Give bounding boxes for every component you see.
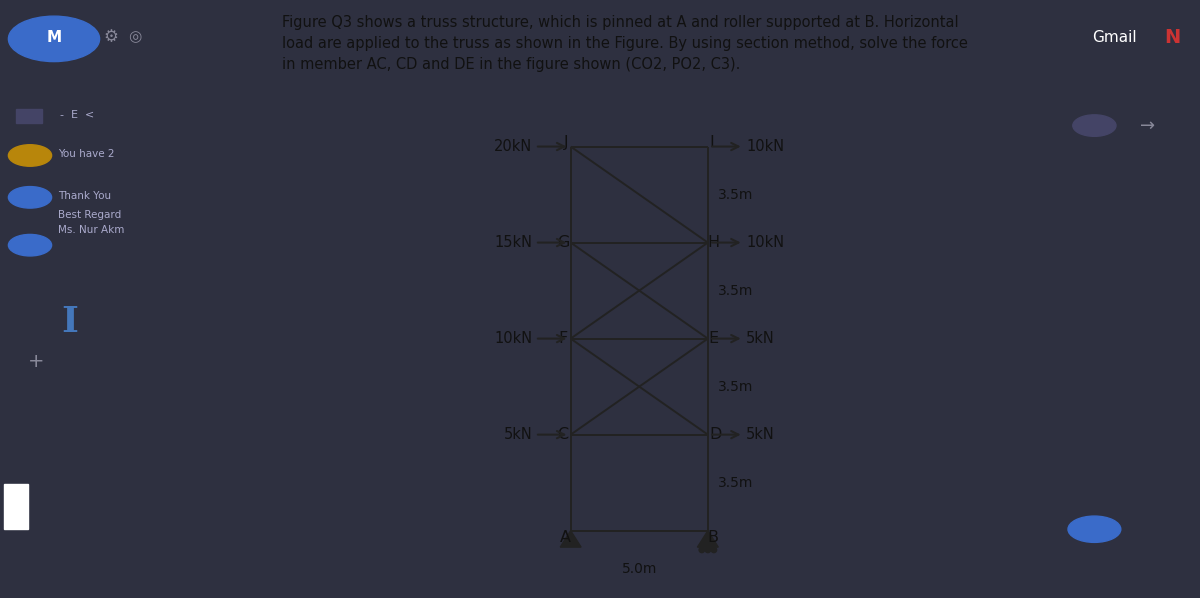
Text: 10kN: 10kN (494, 331, 533, 346)
Text: 3.5m: 3.5m (718, 380, 752, 393)
Text: E: E (709, 331, 719, 346)
Text: Ms. Nur Akm: Ms. Nur Akm (58, 225, 124, 235)
Text: ◎: ◎ (127, 29, 142, 45)
Text: 10kN: 10kN (746, 139, 785, 154)
Circle shape (700, 547, 704, 553)
Text: B: B (707, 530, 719, 545)
Text: F: F (558, 331, 568, 346)
Text: A: A (560, 530, 571, 545)
Text: Best Regard: Best Regard (58, 210, 121, 220)
Text: G: G (557, 235, 569, 250)
Text: 3.5m: 3.5m (718, 475, 752, 490)
Text: D: D (709, 427, 721, 442)
Text: I: I (709, 135, 714, 150)
Text: -  E  <: - E < (60, 111, 95, 120)
Text: 5kN: 5kN (746, 331, 775, 346)
Text: →: → (1140, 117, 1156, 135)
Text: 15kN: 15kN (494, 235, 533, 250)
Text: 10kN: 10kN (746, 235, 785, 250)
Text: J: J (564, 135, 569, 150)
Text: ⠿: ⠿ (80, 28, 92, 46)
Text: 3.5m: 3.5m (718, 188, 752, 202)
Text: N: N (1164, 28, 1181, 47)
Text: 20kN: 20kN (494, 139, 533, 154)
Text: +: + (28, 352, 44, 371)
Polygon shape (560, 530, 581, 547)
Text: Figure Q3 shows a truss structure, which is pinned at A and roller supported at : Figure Q3 shows a truss structure, which… (282, 15, 968, 72)
Text: 5kN: 5kN (504, 427, 533, 442)
Text: 3.5m: 3.5m (718, 283, 752, 298)
Circle shape (706, 547, 710, 553)
Circle shape (712, 547, 716, 553)
Text: 5kN: 5kN (746, 427, 775, 442)
Text: M: M (47, 30, 61, 45)
Text: 5.0m: 5.0m (622, 562, 656, 576)
Text: ⚙: ⚙ (103, 28, 118, 46)
Text: H: H (708, 235, 720, 250)
Text: Thank You: Thank You (58, 191, 110, 201)
Polygon shape (697, 530, 719, 547)
Text: I: I (61, 305, 78, 339)
Text: You have 2: You have 2 (58, 150, 114, 159)
Text: Gmail: Gmail (1092, 29, 1136, 45)
Text: C: C (558, 427, 569, 442)
